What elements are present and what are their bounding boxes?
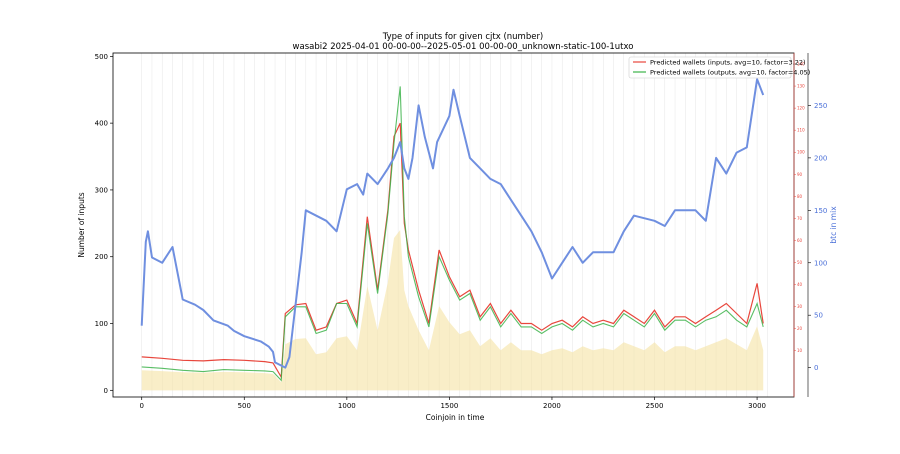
y2-axis-label: btc in mix <box>829 206 838 244</box>
series-line-predicted-inputs <box>141 122 764 380</box>
y3-tick-label: 70 <box>797 216 803 221</box>
x-tick-label: 2000 <box>543 402 561 410</box>
y-axis-left: 0 100 200 300 400 500 <box>95 53 113 395</box>
y2-tick-label: 100 <box>814 259 827 267</box>
y2-tick-label: 200 <box>814 154 827 162</box>
legend-label-inputs: Predicted wallets (inputs, avg=10, facto… <box>650 59 806 67</box>
y3-tick-label: 10 <box>797 348 803 353</box>
x-tick-label: 1000 <box>338 402 356 410</box>
y-tick-label: 100 <box>95 320 108 328</box>
y3-tick-label: 120 <box>797 106 805 111</box>
y3-tick-label: 140 <box>797 62 805 67</box>
y3-tick-label: 110 <box>797 128 805 133</box>
y3-tick-label: 80 <box>797 194 803 199</box>
y3-tick-label: 90 <box>797 172 803 177</box>
y2-tick-label: 0 <box>814 364 818 372</box>
y3-tick-label: 100 <box>797 150 805 155</box>
y-tick-label: 200 <box>95 253 108 261</box>
legend: Predicted wallets (inputs, avg=10, facto… <box>628 56 810 79</box>
x-tick-label: 500 <box>238 402 251 410</box>
y-tick-label: 300 <box>95 186 108 194</box>
y3-tick-label: 50 <box>797 260 803 265</box>
x-axis-label: Coinjoin in time <box>426 413 485 422</box>
chart-subtitle: wasabi2 2025-04-01 00-00-00--2025-05-01 … <box>293 42 634 52</box>
x-tick-label: 2500 <box>646 402 664 410</box>
x-tick-label: 0 <box>139 402 143 410</box>
inputs-fill-area <box>141 230 764 391</box>
y-axis-right-outer: 0 50 100 150 200 250 <box>807 53 827 397</box>
y3-tick-label: 20 <box>797 326 803 331</box>
series-line-btc-in-mix <box>140 78 765 369</box>
y3-tick-label: 40 <box>797 282 803 287</box>
x-axis: 0 500 1000 1500 2000 2500 3000 <box>139 397 766 410</box>
y3-tick-label: 30 <box>797 304 803 309</box>
y2-tick-label: 50 <box>814 312 823 320</box>
legend-label-outputs: Predicted wallets (outputs, avg=10, fact… <box>650 69 810 77</box>
x-tick-label: 3000 <box>748 402 766 410</box>
y2-tick-label: 150 <box>814 207 827 215</box>
y3-tick-label: 60 <box>797 238 803 243</box>
y-tick-label: 500 <box>95 53 108 61</box>
chart-title: Type of inputs for given cjtx (number) <box>382 32 544 42</box>
y-tick-label: 0 <box>104 387 108 395</box>
legend-box <box>628 56 792 79</box>
y3-tick-label: 130 <box>797 84 805 89</box>
x-tick-label: 1500 <box>440 402 458 410</box>
series-lines <box>140 78 765 382</box>
y-axis-right-inner: 10 20 30 40 50 60 70 80 90 100 110 120 130 140 <box>793 53 805 397</box>
y2-tick-label: 250 <box>814 102 827 110</box>
series-line-predicted-outputs <box>141 86 764 382</box>
y-axis-label: Number of inputs <box>77 192 86 257</box>
y-tick-label: 400 <box>95 120 108 128</box>
inputs-fill <box>141 230 764 391</box>
